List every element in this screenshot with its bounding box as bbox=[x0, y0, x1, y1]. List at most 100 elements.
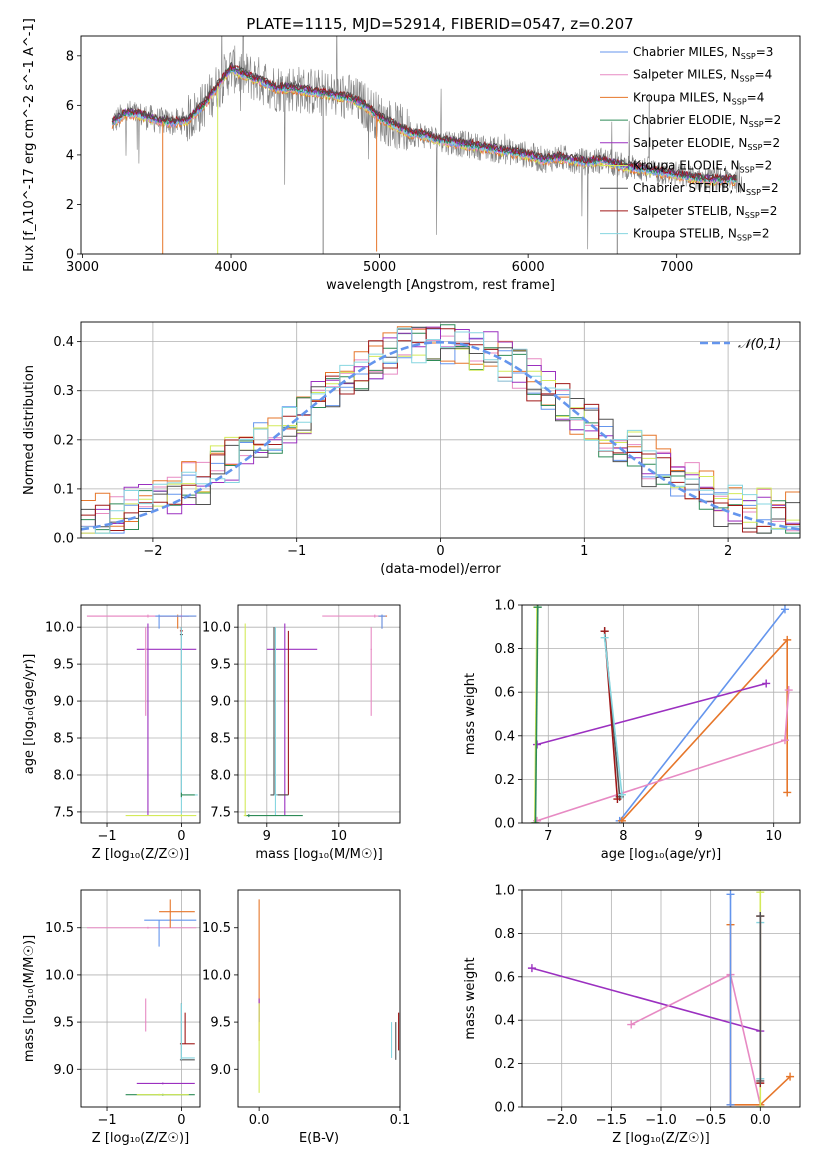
legend-entry: Salpeter STELIB, NSSP=2 bbox=[633, 204, 777, 220]
plot-area bbox=[530, 605, 793, 823]
legend-entry: Kroupa ELODIE, NSSP=2 bbox=[633, 159, 772, 175]
y-tick-label: 7.5 bbox=[53, 805, 74, 820]
legend-suffix: =4 bbox=[755, 68, 773, 82]
y-tick-label: 9.0 bbox=[53, 1063, 74, 1078]
y-tick-label: 0.0 bbox=[494, 817, 515, 832]
weight-point bbox=[756, 1103, 765, 1107]
y-tick-label: 8.5 bbox=[210, 732, 231, 747]
weight-line bbox=[531, 967, 761, 1032]
y-axis-label: Normed distribution bbox=[22, 365, 37, 495]
legend-sub: SSP bbox=[740, 75, 755, 84]
y-tick-label: 0.1 bbox=[53, 482, 74, 497]
axes-frame bbox=[521, 889, 801, 1108]
panel-ebv-mass: 0.0 0.1 9.0 9.5 10.0 10.5 E(B-V) bbox=[202, 889, 411, 1146]
weight-line bbox=[621, 637, 789, 822]
plot-area bbox=[81, 324, 800, 534]
y-tick-label: 9.5 bbox=[210, 658, 231, 673]
weight-line bbox=[534, 607, 539, 823]
weight-point bbox=[780, 736, 789, 745]
legend-suffix: =2 bbox=[762, 136, 780, 150]
legend-label: Chabrier ELODIE, N bbox=[633, 113, 749, 127]
x-tick-label: 2 bbox=[724, 544, 732, 559]
y-tick-label: 9.5 bbox=[210, 1016, 231, 1031]
y-tick-label: 10.0 bbox=[202, 968, 231, 983]
weight-point bbox=[762, 679, 771, 688]
x-tick-label: −0.5 bbox=[695, 1113, 727, 1128]
legend-sub: SSP bbox=[745, 211, 760, 220]
x-tick-label: −2.0 bbox=[546, 1113, 578, 1128]
plot-area bbox=[86, 614, 198, 818]
weight-point bbox=[756, 1076, 765, 1085]
y-tick-label: 1.0 bbox=[494, 884, 515, 899]
weight-point bbox=[533, 605, 542, 612]
x-tick-label: 8 bbox=[619, 829, 627, 844]
y-axis-label: Flux [f_λ10^-17 erg cm^-2 s^-1 A^-1] bbox=[22, 18, 37, 272]
weight-point bbox=[726, 1100, 735, 1107]
x-axis-label: Z [log₁₀(Z/Z☉)] bbox=[92, 1131, 189, 1146]
x-tick-label: 9 bbox=[263, 829, 271, 844]
legend-sub: SSP bbox=[737, 234, 752, 243]
y-tick-label: 1.0 bbox=[494, 599, 515, 614]
y-tick-label: 0.3 bbox=[53, 384, 74, 399]
x-tick-label: 5000 bbox=[363, 260, 396, 275]
weight-point bbox=[783, 788, 792, 797]
y-axis-label: mass [log₁₀(M/M☉)] bbox=[22, 935, 37, 1062]
legend-suffix: =2 bbox=[760, 204, 778, 218]
panel-spectrum: 3000 4000 5000 6000 7000 0 2 4 6 8 wavelength [Ang… bbox=[22, 18, 801, 293]
legend-entry: 𝒩(0,1) bbox=[738, 337, 781, 352]
axes-frame bbox=[521, 604, 801, 824]
residual-histogram bbox=[81, 327, 800, 534]
weight-point bbox=[784, 686, 793, 695]
plot-area bbox=[111, 36, 743, 254]
legend-suffix: =4 bbox=[747, 90, 765, 104]
legend-label: Chabrier STELIB, N bbox=[633, 181, 746, 195]
y-tick-label: 0.0 bbox=[494, 1101, 515, 1116]
weight-point bbox=[726, 890, 735, 899]
legend-label: Kroupa STELIB, N bbox=[633, 227, 737, 241]
panel-z-age: −1 0 7.5 8.0 8.5 9.0 9.5 10.0 Z [log₁₀(Z/Z☉)] age… bbox=[22, 604, 201, 862]
x-tick-label: 0 bbox=[177, 829, 185, 844]
axes-frame bbox=[237, 889, 401, 1108]
plot-area bbox=[86, 899, 197, 1096]
panel-mass-age: 9 10 7.5 8.0 8.5 9.0 9.5 10.0 mass [log₁₀(M/M☉)] bbox=[202, 604, 401, 862]
weight-line bbox=[630, 973, 762, 1105]
axes-frame bbox=[80, 321, 801, 539]
residual-histogram bbox=[81, 326, 800, 527]
legend-label: Salpeter ELODIE, N bbox=[633, 136, 747, 150]
legend-entry: Chabrier MILES, NSSP=3 bbox=[633, 45, 773, 61]
residual-histogram bbox=[81, 327, 800, 534]
x-tick-label: 0.1 bbox=[390, 1113, 411, 1128]
weight-point bbox=[613, 795, 622, 804]
y-tick-label: 0.2 bbox=[494, 1057, 515, 1072]
x-tick-label: 0 bbox=[177, 1113, 185, 1128]
y-tick-label: 0.4 bbox=[494, 1014, 515, 1029]
x-axis-label: (data-model)/error bbox=[380, 562, 501, 577]
x-tick-label: −1 bbox=[287, 544, 306, 559]
x-tick-label: 0.0 bbox=[249, 1113, 270, 1128]
model-spectrum-line bbox=[111, 61, 737, 181]
legend-entry: Salpeter ELODIE, NSSP=2 bbox=[633, 136, 780, 152]
normal-curve bbox=[81, 340, 800, 531]
x-tick-label: 0 bbox=[436, 544, 444, 559]
y-tick-label: 9.0 bbox=[210, 695, 231, 710]
y-tick-label: 8.0 bbox=[210, 768, 231, 783]
x-axis-label: Z [log₁₀(Z/Z☉)] bbox=[612, 1131, 709, 1146]
y-tick-label: 9.5 bbox=[53, 658, 74, 673]
panel-age-weight: 7 8 9 10 0.0 0.2 0.4 0.6 0.8 1.0 age [log₁₀(age/yr… bbox=[463, 599, 801, 862]
legend-sub: SSP bbox=[732, 97, 747, 106]
model-spectrum-line bbox=[111, 63, 737, 182]
legend-suffix: =3 bbox=[756, 45, 774, 59]
weight-point bbox=[617, 816, 626, 823]
weight-point bbox=[617, 790, 626, 799]
legend-sub: SSP bbox=[746, 188, 761, 197]
weight-point bbox=[600, 633, 609, 642]
x-tick-label: 0.0 bbox=[750, 1113, 771, 1128]
legend-sub: SSP bbox=[747, 143, 762, 152]
x-tick-label: 4000 bbox=[214, 260, 247, 275]
y-tick-label: 7.5 bbox=[210, 805, 231, 820]
weight-point bbox=[531, 819, 540, 823]
x-tick-label: −1 bbox=[97, 829, 116, 844]
y-tick-label: 6 bbox=[66, 99, 74, 114]
y-tick-label: 10.0 bbox=[202, 621, 231, 636]
